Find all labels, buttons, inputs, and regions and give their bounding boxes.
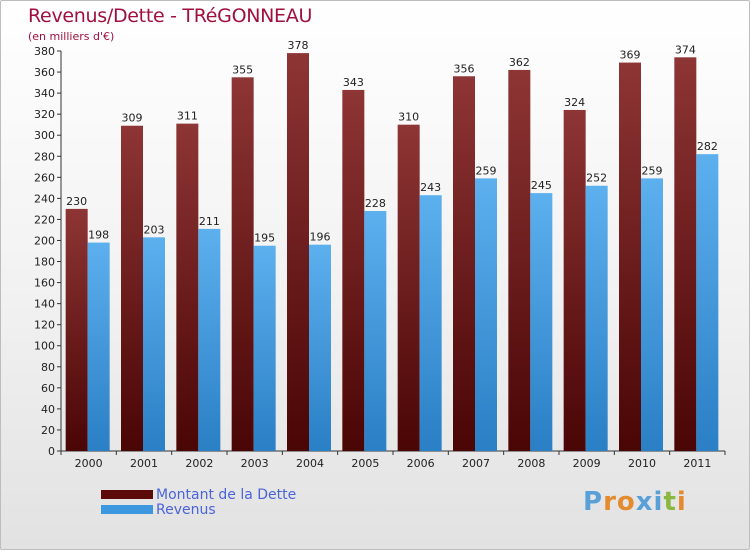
- x-tick-label: 2004: [296, 457, 324, 470]
- y-tick-label: 320: [34, 108, 55, 121]
- y-tick-label: 300: [34, 129, 55, 142]
- data-label-revenus: 259: [476, 164, 497, 177]
- bar-dette: [397, 124, 420, 452]
- x-tick-label: 2000: [75, 457, 103, 470]
- y-tick-label: 160: [34, 277, 55, 290]
- bar-revenus: [198, 228, 221, 451]
- bar-revenus: [87, 242, 110, 451]
- y-tick-label: 40: [41, 403, 55, 416]
- bar-dette: [176, 123, 199, 451]
- data-label-revenus: 195: [254, 232, 275, 245]
- x-tick-label: 2010: [628, 457, 656, 470]
- bar-revenus: [419, 195, 442, 451]
- y-tick-label: 200: [34, 234, 55, 247]
- data-label-revenus: 196: [310, 231, 331, 244]
- bar-revenus: [696, 154, 719, 451]
- data-label-dette: 374: [675, 43, 696, 56]
- data-label-dette: 324: [564, 96, 585, 109]
- y-tick-label: 260: [34, 171, 55, 184]
- logo-letter: x: [635, 487, 654, 517]
- data-label-dette: 343: [343, 76, 364, 89]
- y-tick-label: 380: [34, 45, 55, 58]
- data-label-revenus: 245: [531, 179, 552, 192]
- x-tick-label: 2008: [517, 457, 545, 470]
- x-tick-label: 2009: [573, 457, 601, 470]
- bar-dette: [65, 208, 88, 451]
- x-tick-label: 2005: [351, 457, 379, 470]
- bar-revenus: [585, 185, 608, 451]
- y-tick-label: 240: [34, 192, 55, 205]
- x-tick-label: 2001: [130, 457, 158, 470]
- data-label-dette: 356: [454, 62, 475, 75]
- y-tick-label: 220: [34, 213, 55, 226]
- legend-label-debt: Montant de la Dette: [156, 486, 297, 503]
- bar-dette: [508, 69, 531, 452]
- data-label-revenus: 203: [144, 223, 165, 236]
- bar-revenus: [309, 244, 331, 451]
- legend-swatch-debt: [101, 490, 153, 499]
- bar-revenus: [364, 211, 387, 451]
- legend-swatch-revenus: [101, 505, 153, 514]
- chart-subtitle: (en milliers d'€): [28, 30, 115, 43]
- bar-dette: [231, 77, 254, 451]
- x-tick-label: 2007: [462, 457, 490, 470]
- chart-title: Revenus/Dette - TRéGONNEAU: [28, 5, 313, 27]
- x-tick-label: 2002: [185, 457, 213, 470]
- data-label-revenus: 282: [697, 140, 718, 153]
- y-tick-label: 120: [34, 319, 55, 332]
- data-label-dette: 378: [288, 39, 309, 52]
- data-label-revenus: 228: [365, 197, 386, 210]
- y-tick-label: 140: [34, 298, 55, 311]
- y-tick-label: 20: [41, 424, 55, 437]
- data-label-dette: 355: [232, 63, 253, 76]
- bar-revenus: [253, 245, 276, 451]
- y-tick-label: 360: [34, 66, 55, 79]
- chart-legend: Montant de la Dette Revenus: [101, 486, 297, 518]
- bar-revenus: [143, 237, 165, 451]
- bar-dette: [453, 76, 475, 452]
- logo-letter: i: [676, 487, 687, 517]
- data-label-dette: 230: [66, 195, 87, 208]
- y-tick-label: 180: [34, 256, 55, 269]
- data-label-dette: 369: [620, 49, 641, 62]
- logo-letter: i: [653, 487, 664, 517]
- bar-dette: [619, 62, 641, 451]
- data-label-revenus: 243: [420, 181, 441, 194]
- data-label-dette: 362: [509, 56, 530, 69]
- bar-dette: [342, 89, 365, 452]
- data-label-dette: 310: [398, 111, 419, 124]
- data-label-revenus: 211: [199, 215, 220, 228]
- bar-revenus: [641, 178, 663, 452]
- bar-dette: [674, 57, 697, 451]
- y-tick-label: 60: [41, 382, 55, 395]
- logo-letter: r: [603, 487, 617, 517]
- bar-dette: [121, 125, 143, 451]
- legend-label-revenus: Revenus: [156, 501, 216, 518]
- y-tick-label: 0: [48, 445, 55, 458]
- bar-revenus: [530, 193, 553, 451]
- proxiti-logo: Proxiti: [583, 487, 687, 517]
- x-tick-label: 2003: [241, 457, 269, 470]
- x-tick-label: 2006: [407, 457, 435, 470]
- data-label-revenus: 198: [88, 229, 109, 242]
- bar-dette: [287, 53, 309, 452]
- logo-letter: t: [663, 487, 677, 517]
- y-tick-label: 100: [34, 340, 55, 353]
- y-tick-label: 340: [34, 87, 55, 100]
- legend-item-revenus: Revenus: [101, 501, 296, 518]
- bar-revenus: [475, 178, 497, 452]
- x-tick-label: 2011: [683, 457, 711, 470]
- bar-dette: [563, 109, 586, 452]
- data-label-dette: 311: [177, 110, 198, 123]
- logo-letter: o: [616, 487, 636, 517]
- data-label-revenus: 252: [586, 172, 607, 185]
- logo-letter: P: [583, 487, 604, 517]
- data-label-dette: 309: [122, 112, 143, 125]
- y-tick-label: 280: [34, 150, 55, 163]
- y-tick-label: 80: [41, 361, 55, 374]
- legend-item-debt: Montant de la Dette: [101, 486, 297, 503]
- data-label-revenus: 259: [642, 164, 663, 177]
